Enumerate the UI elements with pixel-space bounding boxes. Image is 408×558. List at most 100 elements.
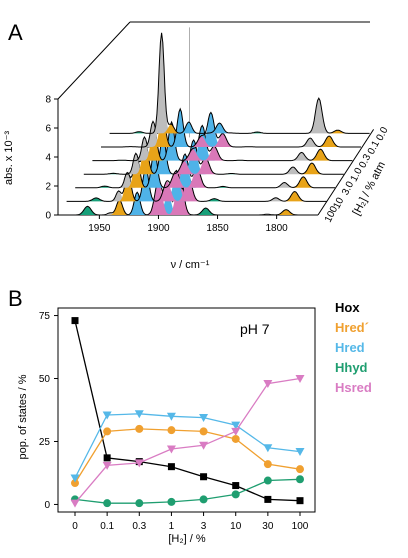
data-point [103,454,111,462]
peak-area [109,124,370,134]
panel-b-legend: Hox Hred´ Hred Hhyd Hsred [335,300,372,395]
data-point [231,427,241,436]
data-point [135,424,144,433]
y-tick-label: 50 [39,374,51,385]
x-tick-label: 0.1 [100,521,114,532]
y-tick-label: 75 [39,311,51,322]
data-point [199,427,208,436]
data-point [102,411,112,420]
series-line [74,428,301,484]
x-tick-label: 1950 [88,223,111,234]
series-line [74,478,301,504]
x-tick-label: 1900 [147,223,170,234]
panel-a-axes: 1950 1900 1850 1800 0 2 4 6 8 [45,95,288,235]
series-line [74,377,301,504]
series-hred [70,410,305,483]
data-point [231,421,241,430]
peak-area [92,128,353,161]
plot-frame [57,307,316,513]
spectrum-line [58,170,318,216]
y-tick-label: 0 [44,500,50,511]
peak-area [92,137,353,161]
spectrum-line [92,120,353,162]
spectrum-line [75,149,336,189]
panel-a-xlabel: ν / cm⁻¹ [171,259,210,271]
series-hox [71,317,304,505]
x-tick-label: 10 [230,521,242,532]
panel-label-b: B [8,286,23,311]
spectrum-trace: 0.0 [109,32,391,143]
x-tick-label: 0 [72,521,78,532]
peak-area [109,32,370,134]
data-point [263,380,273,389]
data-point [231,434,240,443]
data-point [103,427,112,436]
x-tick-label: 1800 [266,223,289,234]
data-point [231,490,240,499]
peak-area [58,212,318,215]
y-tick-label: 6 [45,124,51,135]
data-point [263,444,273,453]
y-tick-label: 2 [45,182,51,193]
x-tick-label: 3 [201,521,207,532]
panel-a-ylabel: abs. x 10⁻³ [3,131,15,185]
peak-area [83,153,344,175]
peak-area [75,156,336,188]
peak-area [66,197,327,202]
data-point [263,476,272,485]
data-point [264,495,272,503]
y-tick-label: 4 [45,153,51,164]
spectrum-line [101,107,361,148]
series-hred [71,424,304,488]
x-tick-label: 30 [262,521,274,532]
x-tick-label: 1 [169,521,175,532]
panel-b-populations: 0 0.1 0.3 1 3 10 30 100 0 25 50 75 pH 7 [H₂] / % po… [17,300,372,545]
data-point [296,497,304,505]
panel-b-xlabel: [H₂] / % [168,533,205,545]
peak-area [109,131,370,134]
series-line [74,320,301,502]
data-point [296,475,304,484]
data-point [135,499,144,508]
data-point [295,375,305,384]
data-point [167,497,176,506]
peak-area [58,199,318,215]
data-point [70,499,80,508]
data-point [70,474,80,483]
data-point [166,445,176,454]
peak-area [75,172,336,188]
data-point [199,414,209,423]
peak-area [58,206,318,215]
data-point [263,460,272,469]
data-point [71,479,79,488]
panel-b-axes: 0 0.1 0.3 1 3 10 30 100 0 25 50 75 [39,307,316,532]
data-point [71,317,79,325]
panel-b-ylabel: pop. of states / % [17,374,29,459]
data-point [134,410,144,419]
spectrum-trace: 10 [66,166,347,211]
y-tick-label: 25 [39,437,51,448]
legend-entry: Hsred [335,380,372,395]
data-point [199,441,209,450]
peak-area [66,173,327,202]
data-point [103,499,112,508]
x-tick-label: 100 [292,521,309,532]
data-point [296,465,304,474]
series-line [74,413,301,479]
panel-b-series [70,317,305,508]
peak-area [75,186,336,188]
data-point [200,473,208,481]
data-point [166,412,176,421]
panel-label-a: A [8,20,23,45]
peak-area [101,115,361,147]
a-depth-axis [317,129,375,216]
series-hhyd [71,475,304,508]
y-tick-label: 0 [45,211,51,222]
depth-tick-label: 0.0 [374,125,390,143]
spectrum-line [66,166,327,202]
series-hsred [70,375,305,508]
x-tick-label: 0.3 [132,521,146,532]
